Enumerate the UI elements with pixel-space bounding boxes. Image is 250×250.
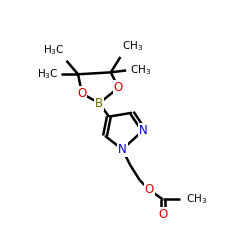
Text: N: N bbox=[139, 124, 148, 136]
Text: CH$_3$: CH$_3$ bbox=[130, 64, 151, 77]
Text: CH$_3$: CH$_3$ bbox=[122, 39, 144, 53]
Text: O: O bbox=[77, 87, 86, 100]
Text: CH$_3$: CH$_3$ bbox=[186, 192, 207, 206]
Text: O: O bbox=[114, 81, 123, 94]
Text: H$_3$C: H$_3$C bbox=[43, 43, 64, 57]
Text: N: N bbox=[118, 143, 127, 156]
Text: H$_3$C: H$_3$C bbox=[37, 67, 59, 81]
Text: O: O bbox=[145, 183, 154, 196]
Text: B: B bbox=[95, 97, 103, 110]
Text: O: O bbox=[158, 208, 168, 221]
